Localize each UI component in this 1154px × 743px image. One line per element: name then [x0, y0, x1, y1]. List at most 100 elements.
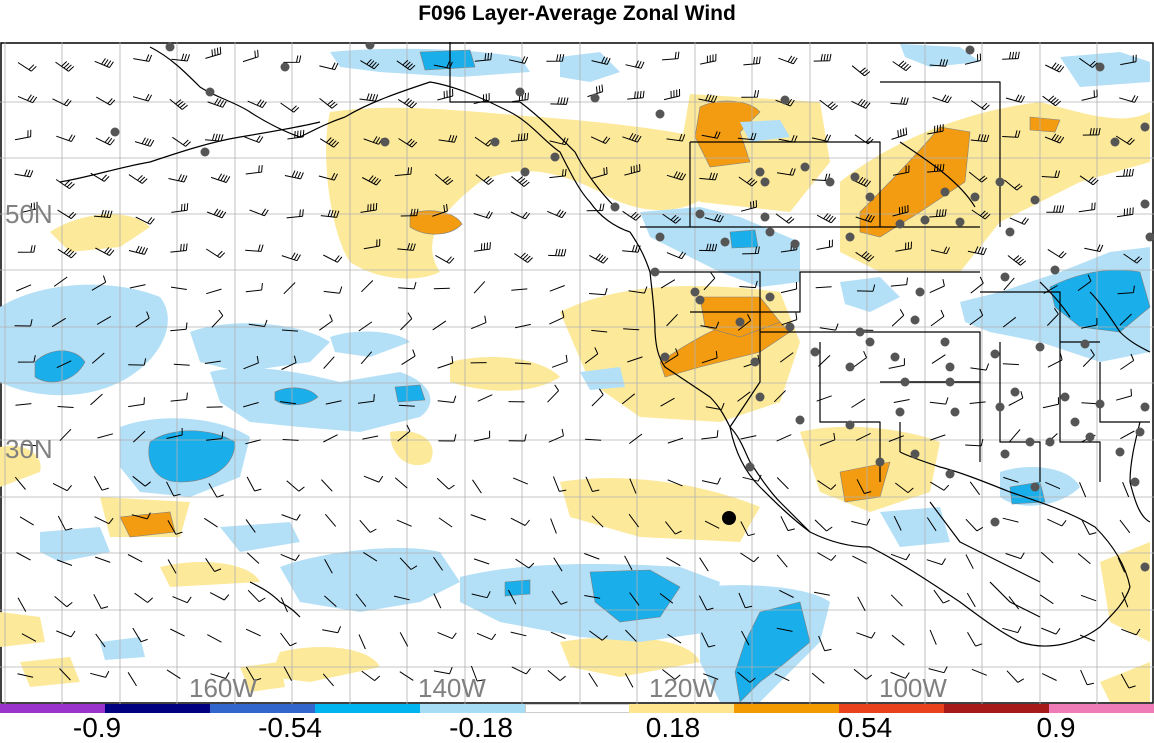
- station-dot: [1140, 199, 1150, 209]
- wind-barb: [743, 56, 761, 66]
- wind-barb: [209, 592, 230, 601]
- wind-barb: [281, 329, 298, 332]
- wind-barb: [438, 134, 458, 143]
- wind-barb: [851, 65, 871, 77]
- wind-barb: [1045, 481, 1061, 490]
- wind-barb: [91, 352, 105, 364]
- wind-barb: [55, 179, 75, 190]
- wind-barb: [206, 288, 222, 295]
- wind-barb: [738, 176, 758, 187]
- station-dot: [900, 377, 910, 387]
- wind-barb: [363, 475, 384, 483]
- colorbar-segment: [734, 704, 840, 713]
- wind-barb: [434, 173, 454, 185]
- wind-barb: [57, 406, 74, 408]
- negative-strong-shading: [34, 49, 1151, 703]
- wind-barb: [550, 631, 566, 640]
- wind-barb: [1081, 318, 1098, 329]
- wind-barb: [14, 129, 32, 141]
- station-dot: [1145, 232, 1154, 242]
- wind-barb: [52, 98, 72, 107]
- wind-barb: [591, 515, 604, 528]
- wind-barb: [358, 321, 373, 332]
- wind-barb: [851, 398, 866, 408]
- wind-barb: [432, 320, 447, 331]
- wind-barb: [817, 552, 837, 561]
- wind-barb: [248, 319, 268, 327]
- wind-barb: [360, 58, 380, 70]
- wind-barb: [167, 520, 183, 535]
- wind-barb: [855, 251, 875, 262]
- wind-barb: [895, 241, 912, 252]
- wind-barb: [888, 358, 905, 369]
- wind-barb: [90, 670, 110, 678]
- station-dot: [890, 352, 900, 362]
- station-dot: [755, 167, 765, 177]
- wind-barb: [703, 673, 719, 680]
- station-dot: [825, 177, 835, 187]
- wind-barb: [282, 439, 299, 441]
- wind-barb: [433, 593, 442, 609]
- wind-barb: [1041, 170, 1061, 178]
- wind-barb: [473, 281, 486, 294]
- station-dot: [865, 192, 875, 202]
- wind-barb: [856, 284, 876, 292]
- wind-barb: [855, 213, 875, 223]
- wind-barb: [589, 287, 608, 296]
- station-dot: [1140, 122, 1150, 132]
- wind-barb: [1080, 669, 1095, 686]
- wind-barb: [584, 595, 601, 599]
- station-dot: [850, 172, 860, 182]
- wind-barb: [210, 173, 231, 183]
- station-dot: [380, 137, 390, 147]
- wind-barb: [471, 315, 487, 330]
- wind-barb: [437, 395, 457, 403]
- wind-barb: [666, 251, 687, 260]
- wind-barb: [1003, 277, 1015, 291]
- wind-barb: [969, 401, 986, 404]
- wind-barb: [17, 355, 36, 363]
- wind-barb: [742, 246, 760, 255]
- wind-barb: [549, 285, 565, 292]
- wind-barb: [737, 671, 756, 683]
- wind-barb: [550, 97, 569, 105]
- station-dot: [610, 202, 620, 212]
- wind-barb: [510, 211, 530, 220]
- station-dot: [750, 357, 760, 367]
- wind-barb: [591, 329, 608, 333]
- wind-barb: [819, 432, 836, 446]
- wind-barb: [1121, 592, 1129, 608]
- wind-barb: [438, 434, 457, 442]
- station-dot: [785, 322, 795, 332]
- wind-barb: [1081, 520, 1097, 535]
- wind-barb: [893, 515, 902, 531]
- wind-barb: [515, 558, 535, 569]
- wind-barb: [621, 393, 636, 405]
- wind-barb: [398, 281, 417, 290]
- station-dot: [895, 407, 905, 417]
- wind-barb: [815, 286, 832, 289]
- wind-barb: [170, 628, 185, 637]
- wind-barb: [781, 312, 798, 326]
- wind-barb: [701, 430, 719, 440]
- wind-barb: [589, 253, 609, 264]
- wind-barb: [584, 553, 600, 560]
- wind-barb: [56, 559, 73, 566]
- station-dot: [1140, 402, 1150, 412]
- wind-barb: [94, 516, 114, 525]
- wind-barb: [701, 131, 721, 139]
- station-dot: [695, 295, 705, 305]
- colorbar-segment: [314, 704, 421, 713]
- station-dot: [1030, 482, 1040, 492]
- station-dot: [955, 217, 965, 227]
- wind-barb: [666, 557, 681, 567]
- wind-barb: [324, 558, 333, 574]
- wind-barb: [699, 557, 709, 572]
- wind-barb: [891, 127, 908, 140]
- wind-barb: [811, 134, 831, 142]
- station-dot: [1130, 477, 1140, 487]
- wind-barb: [1002, 626, 1022, 634]
- wind-barb: [547, 209, 567, 219]
- colorbar-segment: [0, 704, 106, 713]
- wind-barb: [1081, 402, 1098, 405]
